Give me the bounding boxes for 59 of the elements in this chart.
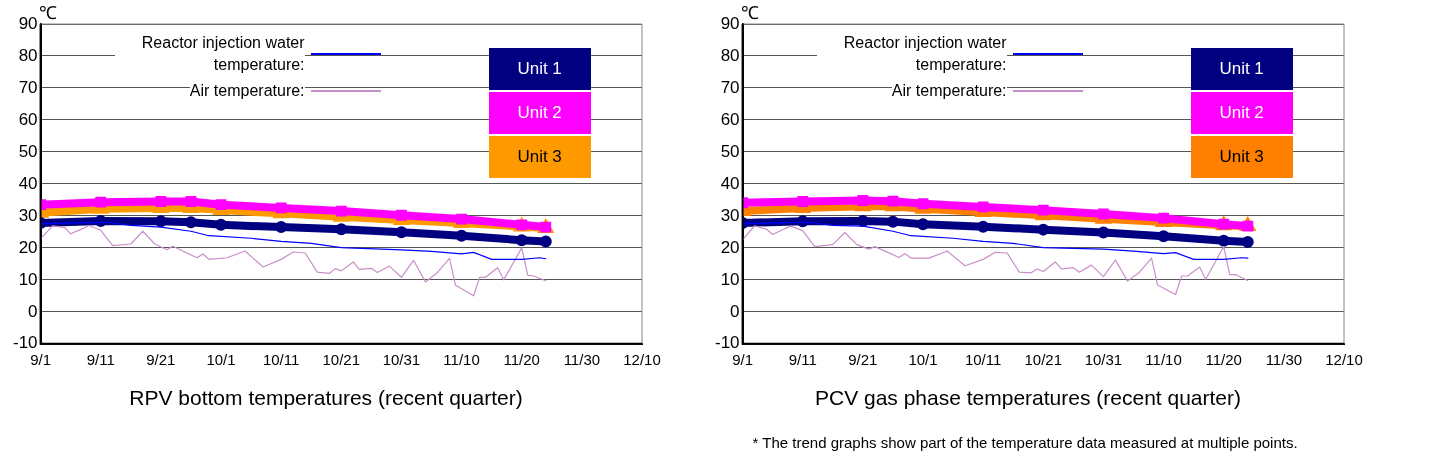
- legend-label: Reactor injection water temperature:: [114, 32, 305, 76]
- y-tick-label: 90: [720, 13, 740, 33]
- x-tick-label: 9/21: [848, 350, 878, 368]
- x-tick-label: 11/30: [1265, 350, 1303, 368]
- x-tick-label: 10/21: [1024, 350, 1063, 368]
- y-tick-label: 80: [720, 45, 740, 65]
- x-tick-label: 12/10: [1325, 350, 1363, 368]
- x-tick-label: 10/1: [206, 350, 236, 368]
- x-tick-label: 10/1: [908, 350, 938, 368]
- text: Unit 1: [1190, 48, 1293, 90]
- x-tick-label: 10/31: [382, 350, 421, 368]
- x-tick-label: 10/21: [322, 350, 361, 368]
- y-tick-label: 20: [18, 237, 38, 257]
- y-tick-label: 60: [18, 109, 38, 129]
- text: Unit 1: [488, 48, 591, 90]
- y-tick-label: 10: [18, 269, 38, 289]
- y-axis-title: ℃: [740, 2, 759, 23]
- legend-label: Air temperature:: [189, 80, 305, 102]
- x-tick-label: 10/11: [262, 350, 300, 368]
- y-tick-label: 90: [18, 13, 38, 33]
- x-tick-label: 9/1: [732, 350, 753, 368]
- text: RPV bottom temperatures (recent quarter): [129, 386, 523, 410]
- y-tick-label: 0: [730, 301, 740, 321]
- text: * The trend graphs show part of the temperature data measured at multiple points.: [752, 434, 1298, 451]
- y-tick-label: 70: [18, 77, 38, 97]
- x-tick-label: 11/30: [563, 350, 601, 368]
- x-tick-label: 12/10: [623, 350, 661, 368]
- y-tick-label: 0: [28, 301, 38, 321]
- x-tick-label: 11/20: [503, 350, 540, 368]
- text: Unit 3: [488, 136, 591, 178]
- y-tick-label: 40: [18, 173, 38, 193]
- y-tick-label: 80: [18, 45, 38, 65]
- x-tick-label: 10/11: [964, 350, 1002, 368]
- y-tick-label: -10: [12, 333, 38, 353]
- x-tick-label: 9/1: [30, 350, 51, 368]
- y-tick-label: 10: [720, 269, 740, 289]
- x-tick-label: 9/11: [788, 350, 817, 368]
- text: Unit 2: [488, 92, 591, 134]
- text: Unit 3: [1190, 136, 1293, 178]
- x-tick-label: 11/10: [443, 350, 480, 368]
- legend-label: Reactor injection water temperature:: [816, 32, 1007, 76]
- y-tick-label: -10: [714, 333, 740, 353]
- y-tick-label: 30: [18, 205, 38, 225]
- legend-label: Air temperature:: [891, 80, 1007, 102]
- y-axis-title: ℃: [38, 2, 57, 23]
- y-tick-label: 30: [720, 205, 740, 225]
- text: PCV gas phase temperatures (recent quarter): [814, 386, 1242, 410]
- x-tick-label: 11/20: [1205, 350, 1242, 368]
- x-tick-label: 10/31: [1084, 350, 1123, 368]
- y-tick-label: 50: [720, 141, 740, 161]
- text: Unit 2: [1190, 92, 1293, 134]
- x-tick-label: 11/10: [1145, 350, 1182, 368]
- y-tick-label: 70: [720, 77, 740, 97]
- y-tick-label: 40: [720, 173, 740, 193]
- y-tick-label: 60: [720, 109, 740, 129]
- y-tick-label: 50: [18, 141, 38, 161]
- y-tick-label: 20: [720, 237, 740, 257]
- x-tick-label: 9/11: [86, 350, 115, 368]
- x-tick-label: 9/21: [146, 350, 176, 368]
